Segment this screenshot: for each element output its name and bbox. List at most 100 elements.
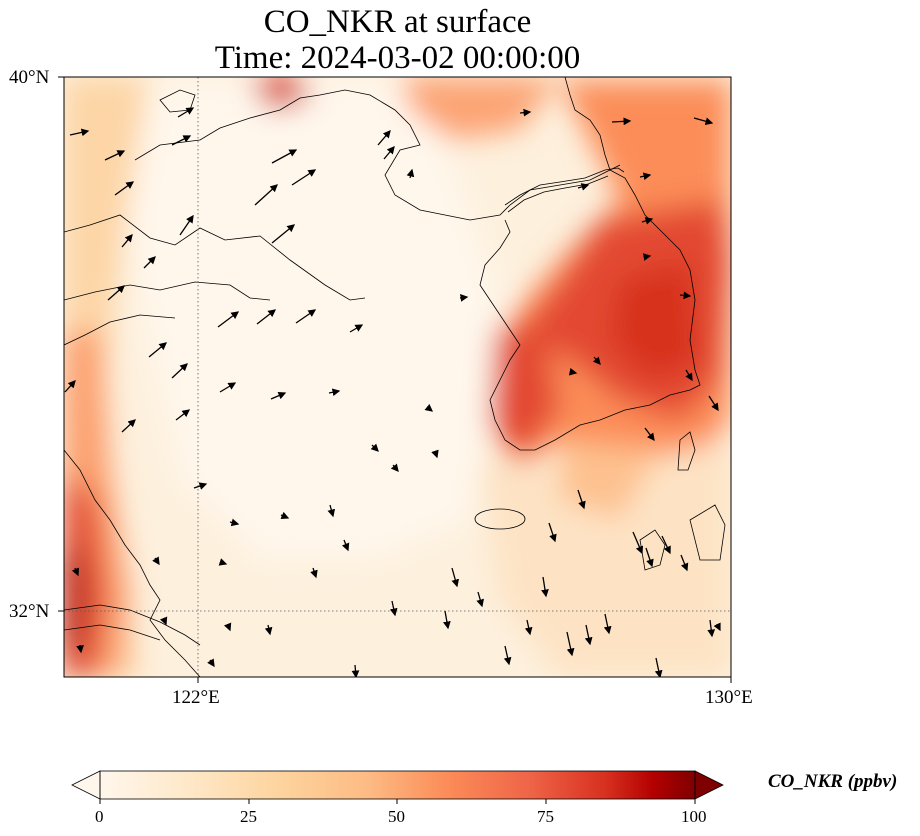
wind-arrow xyxy=(310,567,318,579)
wind-arrow xyxy=(693,117,714,126)
wind-arrow xyxy=(175,409,191,421)
colorbar-extend-high xyxy=(694,770,724,800)
wind-arrow xyxy=(577,183,590,191)
wind-arrow xyxy=(654,657,663,677)
wind-arrow xyxy=(280,511,290,520)
wind-arrow xyxy=(476,591,484,608)
wind-arrow xyxy=(264,624,273,636)
wind-arrow xyxy=(69,128,90,137)
wind-arrow xyxy=(370,443,379,452)
wind-arrow xyxy=(271,149,298,164)
wind-arrow xyxy=(143,256,156,269)
wind-arrow xyxy=(389,600,398,617)
wind-arrow xyxy=(568,367,578,376)
wind-arrow xyxy=(148,342,168,358)
wind-arrow xyxy=(121,234,133,248)
wind-arrow xyxy=(351,664,360,677)
wind-arrow xyxy=(611,117,632,126)
wind-arrow xyxy=(328,388,341,397)
wind-arrow xyxy=(390,463,399,472)
wind-arrow xyxy=(443,610,451,630)
wind-arrow xyxy=(217,311,240,328)
wind-arrow xyxy=(207,658,215,668)
colorbar-tick-100: 100 xyxy=(681,807,707,826)
wind-arrow xyxy=(152,556,160,566)
wind-arrow xyxy=(171,363,188,379)
wind-arrow xyxy=(680,554,689,572)
wind-arrow xyxy=(254,184,278,206)
wind-arrow xyxy=(179,214,194,236)
wind-arrow xyxy=(541,576,549,598)
wind-arrow xyxy=(584,624,593,646)
wind-arrow xyxy=(341,539,350,552)
colorbar-tick-25: 25 xyxy=(240,807,257,826)
wind-arrow xyxy=(271,224,296,244)
lon-label-122e: 122°E xyxy=(172,687,220,708)
wind-arrow xyxy=(114,181,135,196)
colorbar-tick-0: 0 xyxy=(95,807,104,826)
colorbar-ticks xyxy=(99,799,696,804)
colorbar-title: CO_NKR (ppbv) xyxy=(768,771,898,792)
wind-arrow xyxy=(603,613,612,635)
lon-label-130e: 130°E xyxy=(705,687,753,708)
wind-arrow xyxy=(661,535,671,555)
wind-arrow xyxy=(639,172,652,181)
wind-arrow xyxy=(566,631,575,657)
wind-arrow xyxy=(644,427,655,442)
lat-label-40n: 40°N xyxy=(9,67,50,88)
wind-arrow xyxy=(71,567,80,577)
wind-arrow xyxy=(632,531,644,555)
map-figure xyxy=(58,76,732,683)
wind-arrow xyxy=(218,558,228,566)
wind-arrow xyxy=(383,146,395,160)
wind-arrow xyxy=(291,169,317,186)
wind-arrow xyxy=(223,622,232,632)
wind-vectors xyxy=(64,107,721,677)
gridlines xyxy=(64,77,731,677)
wind-arrow xyxy=(645,547,654,568)
wind-arrow xyxy=(349,324,364,333)
axis-ticks xyxy=(58,76,732,683)
colorbar-gradient xyxy=(100,771,695,799)
wind-arrow xyxy=(548,522,557,543)
concentration-field xyxy=(64,77,731,677)
wind-arrow xyxy=(679,291,692,300)
wind-arrow xyxy=(229,518,240,527)
wind-arrow xyxy=(177,107,195,118)
wind-arrow xyxy=(295,309,317,324)
colorbar-tick-75: 75 xyxy=(537,807,554,826)
lat-label-32n: 32°N xyxy=(9,601,50,622)
wind-arrow xyxy=(519,108,532,117)
wind-arrow xyxy=(193,482,208,490)
wind-arrow xyxy=(685,369,693,382)
wind-arrow xyxy=(459,294,469,302)
wind-arrow xyxy=(377,130,391,146)
wind-arrow xyxy=(121,419,136,433)
wind-arrow xyxy=(642,253,652,261)
colorbar-tick-50: 50 xyxy=(388,807,405,826)
map-frame xyxy=(63,76,732,678)
wind-arrow xyxy=(713,622,721,632)
wind-arrow xyxy=(451,567,460,588)
colorbar-extend-low xyxy=(71,770,101,800)
wind-arrow xyxy=(159,616,168,626)
wind-arrow xyxy=(171,135,192,146)
wind-arrow xyxy=(406,168,415,179)
wind-arrow xyxy=(327,504,336,518)
wind-arrow xyxy=(76,644,84,654)
wind-arrow xyxy=(641,217,654,225)
wind-arrow xyxy=(270,391,287,400)
wind-arrow xyxy=(424,403,434,412)
map-title-line1: CO_NKR at surface xyxy=(263,4,532,40)
wind-arrow xyxy=(256,309,277,325)
map-title-line2: Time: 2024-03-02 00:00:00 xyxy=(214,40,581,76)
wind-arrow xyxy=(107,285,125,301)
coastlines xyxy=(64,77,726,677)
wind-arrow xyxy=(64,380,76,393)
wind-arrow xyxy=(524,619,533,636)
wind-arrow xyxy=(592,356,601,365)
wind-arrow xyxy=(707,619,716,638)
wind-arrow xyxy=(219,382,237,393)
wind-arrow xyxy=(104,150,126,161)
wind-arrow xyxy=(431,449,439,459)
